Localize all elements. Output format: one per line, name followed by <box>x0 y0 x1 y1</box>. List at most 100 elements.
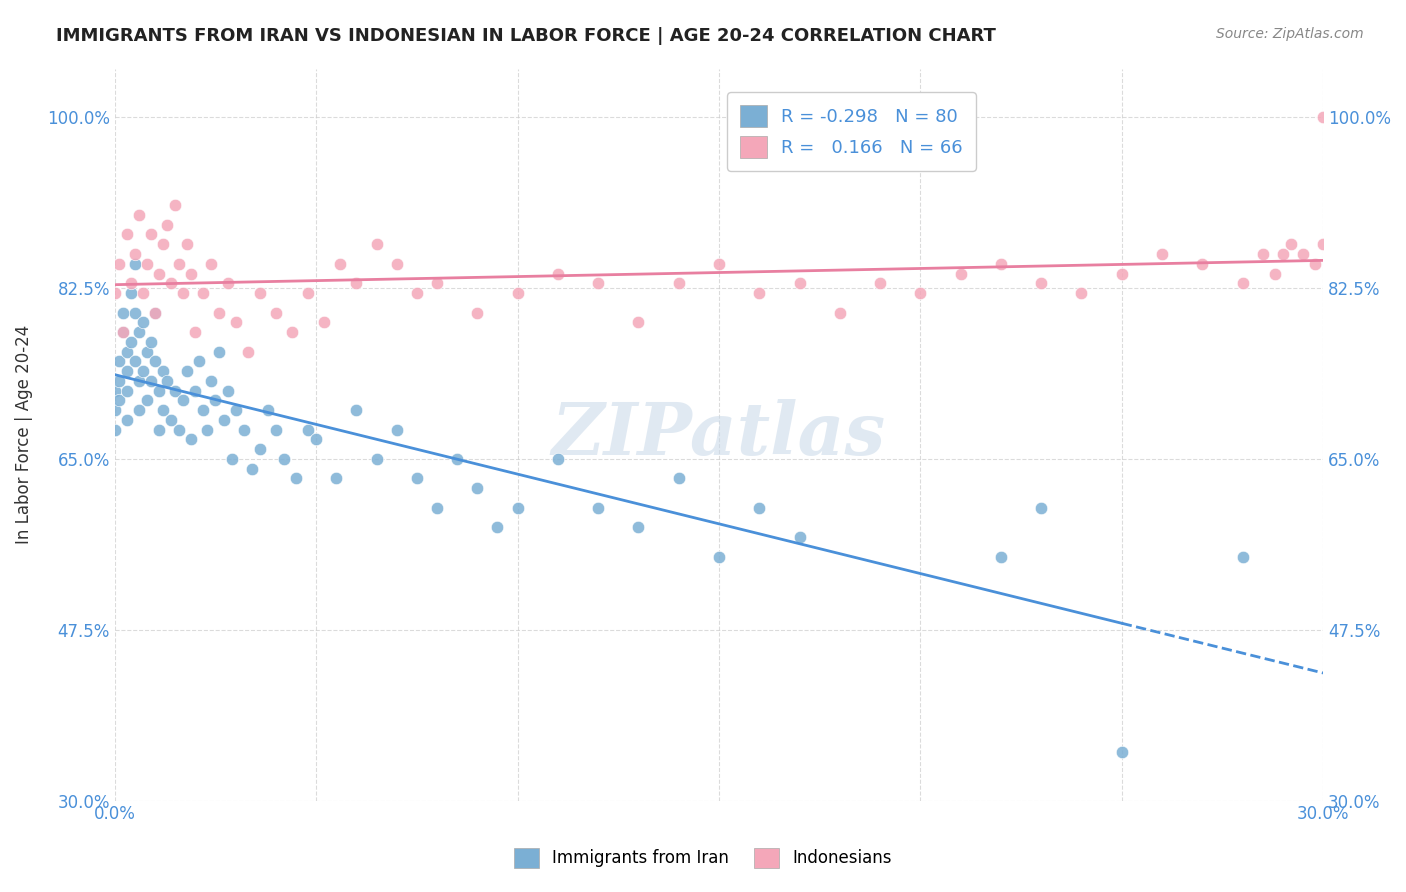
Point <box>160 413 183 427</box>
Point <box>128 208 150 222</box>
Legend: Immigrants from Iran, Indonesians: Immigrants from Iran, Indonesians <box>508 841 898 875</box>
Point <box>208 344 231 359</box>
Point <box>1312 237 1334 252</box>
Point <box>115 227 138 242</box>
Point <box>128 325 150 339</box>
Point <box>264 305 287 319</box>
Point <box>314 315 336 329</box>
Point <box>132 364 155 378</box>
Point <box>107 393 129 408</box>
Point <box>124 257 146 271</box>
Point <box>148 267 170 281</box>
Point <box>627 520 650 534</box>
Point <box>107 354 129 368</box>
Point <box>273 452 295 467</box>
Point <box>236 344 259 359</box>
Point <box>120 286 142 301</box>
Point <box>124 354 146 368</box>
Point <box>990 549 1012 564</box>
Point <box>124 305 146 319</box>
Point <box>707 549 730 564</box>
Point <box>165 198 187 212</box>
Point <box>1271 247 1294 261</box>
Point <box>208 305 231 319</box>
Point <box>139 227 162 242</box>
Point <box>1031 277 1053 291</box>
Point <box>1111 745 1133 759</box>
Point <box>200 257 222 271</box>
Point <box>627 315 650 329</box>
Point <box>132 286 155 301</box>
Point <box>990 257 1012 271</box>
Point <box>111 325 134 339</box>
Point <box>668 471 690 485</box>
Point <box>221 452 243 467</box>
Point <box>405 471 427 485</box>
Point <box>104 286 127 301</box>
Point <box>426 500 449 515</box>
Point <box>143 305 166 319</box>
Point <box>111 305 134 319</box>
Point <box>136 257 159 271</box>
Point <box>1070 286 1092 301</box>
Point <box>143 305 166 319</box>
Point <box>156 218 179 232</box>
Point <box>212 413 235 427</box>
Point <box>165 384 187 398</box>
Point <box>547 452 569 467</box>
Point <box>197 423 219 437</box>
Point <box>285 471 308 485</box>
Point <box>1031 500 1053 515</box>
Point <box>748 500 770 515</box>
Point <box>748 286 770 301</box>
Point <box>547 267 569 281</box>
Point <box>225 315 247 329</box>
Point <box>426 277 449 291</box>
Point <box>107 374 129 388</box>
Point <box>124 247 146 261</box>
Point <box>176 364 198 378</box>
Point <box>193 403 215 417</box>
Point <box>264 423 287 437</box>
Point <box>1279 237 1302 252</box>
Point <box>139 334 162 349</box>
Point <box>329 257 352 271</box>
Point <box>297 423 319 437</box>
Point <box>249 442 271 457</box>
Point <box>249 286 271 301</box>
Point <box>1191 257 1213 271</box>
Point <box>707 257 730 271</box>
Point <box>506 286 529 301</box>
Point <box>465 305 488 319</box>
Point <box>1264 267 1286 281</box>
Point <box>115 413 138 427</box>
Point <box>104 423 127 437</box>
Point <box>949 267 972 281</box>
Point <box>188 354 211 368</box>
Point <box>107 257 129 271</box>
Point <box>1292 247 1315 261</box>
Point <box>281 325 304 339</box>
Point <box>180 433 202 447</box>
Point <box>115 364 138 378</box>
Point <box>152 237 174 252</box>
Point <box>136 393 159 408</box>
Point <box>385 257 408 271</box>
Point <box>1111 267 1133 281</box>
Point <box>132 315 155 329</box>
Point <box>217 384 239 398</box>
Text: Source: ZipAtlas.com: Source: ZipAtlas.com <box>1216 27 1364 41</box>
Point <box>256 403 278 417</box>
Point <box>405 286 427 301</box>
Point <box>366 452 388 467</box>
Point <box>167 257 190 271</box>
Point <box>465 481 488 495</box>
Point <box>346 277 368 291</box>
Point <box>193 286 215 301</box>
Point <box>200 374 222 388</box>
Point <box>172 286 194 301</box>
Point <box>184 384 207 398</box>
Point <box>156 374 179 388</box>
Point <box>104 403 127 417</box>
Point <box>385 423 408 437</box>
